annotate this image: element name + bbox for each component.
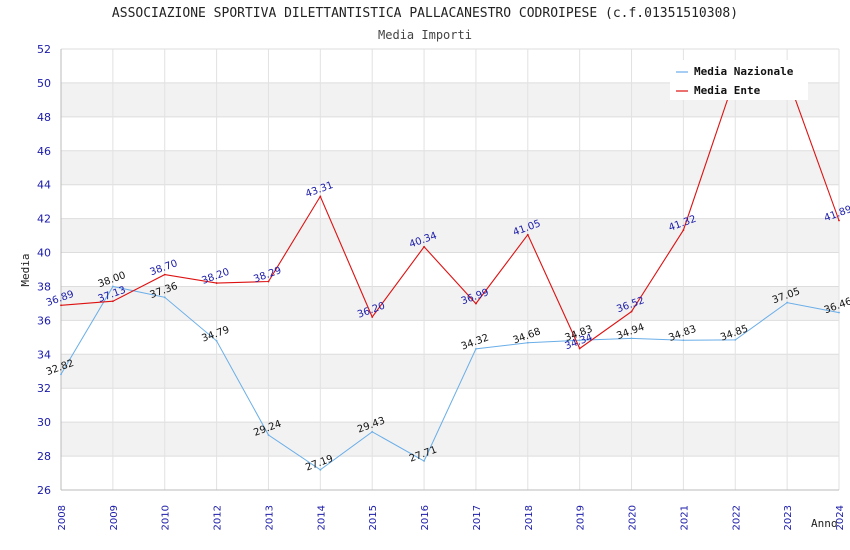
- x-tick-label: 2008: [57, 505, 68, 530]
- y-tick-label: 52: [37, 43, 51, 56]
- x-tick-label: 2017: [472, 505, 483, 530]
- y-tick-label: 44: [37, 179, 51, 192]
- x-tick-label: 2009: [109, 505, 120, 530]
- data-point-media-nazionale: [578, 339, 581, 342]
- legend-label-media-nazionale: Media Nazionale: [694, 65, 794, 78]
- y-axis-title: Media: [19, 253, 32, 286]
- data-point-media-nazionale: [267, 434, 270, 436]
- grid-band: [61, 218, 839, 253]
- data-point-media-nazionale: [526, 341, 529, 344]
- data-point-media-nazionale: [111, 285, 114, 288]
- grid-band: [61, 150, 839, 185]
- y-tick-label: 30: [37, 416, 51, 429]
- legend: Media Nazionale Media Ente: [670, 60, 808, 100]
- grid-band: [61, 354, 839, 389]
- x-tick-label: 2018: [524, 505, 535, 530]
- grid-band: [61, 422, 839, 457]
- data-point-media-ente: [526, 233, 529, 236]
- x-tick-label: 2012: [213, 505, 224, 530]
- y-tick-label: 48: [37, 111, 51, 124]
- y-tick-label: 26: [37, 484, 51, 497]
- plot-background: [61, 49, 839, 490]
- y-tick-label: 36: [37, 314, 51, 327]
- tick-labels: 26 28 30 32 34 36 38 40 42 44 46 48 50 52 2008 2009 2010…: [37, 43, 846, 530]
- chart-subtitle: Media Importi: [378, 28, 472, 42]
- data-point-media-ente: [111, 300, 114, 303]
- data-point-media-nazionale: [682, 339, 685, 342]
- y-tick-label: 28: [37, 450, 51, 463]
- x-tick-label: 2020: [628, 505, 639, 530]
- x-tick-label: 2010: [161, 505, 172, 530]
- data-point-media-nazionale: [838, 311, 840, 314]
- data-point-media-ente: [838, 219, 840, 222]
- x-tick-label: 2024: [835, 505, 846, 530]
- data-point-media-ente: [578, 347, 581, 350]
- y-tick-label: 40: [37, 247, 51, 260]
- x-tick-label: 2022: [731, 505, 742, 530]
- data-point-media-ente: [60, 304, 62, 307]
- data-point-media-nazionale: [319, 468, 322, 471]
- grid-band: [61, 286, 839, 321]
- x-tick-label: 2014: [316, 505, 327, 530]
- y-tick-label: 46: [37, 145, 51, 158]
- x-axis-title: Anno: [811, 517, 838, 530]
- legend-label-media-ente: Media Ente: [694, 84, 761, 97]
- data-point-media-nazionale: [215, 340, 218, 342]
- data-point-media-ente: [630, 310, 633, 313]
- y-tick-label: 42: [37, 213, 51, 226]
- x-tick-label: 2015: [368, 505, 379, 530]
- data-point-media-ente: [423, 245, 425, 248]
- x-tick-label: 2021: [679, 505, 690, 530]
- x-tick-label: 2016: [420, 505, 431, 530]
- series-line-media-ente: [60, 75, 840, 350]
- x-tick-label: 2019: [576, 505, 587, 530]
- axes: [60, 49, 839, 491]
- data-point-media-nazionale: [163, 296, 166, 299]
- x-tick-label: 2013: [264, 505, 275, 530]
- legend-box: [670, 60, 808, 100]
- data-point-media-ente: [163, 273, 166, 276]
- data-point-media-nazionale: [786, 301, 789, 304]
- x-tick-label: 2023: [783, 505, 794, 530]
- chart-title: ASSOCIAZIONE SPORTIVA DILETTANTISTICA PA…: [111, 6, 739, 21]
- data-point-media-ente: [319, 195, 322, 198]
- data-point-media-ente: [215, 282, 218, 284]
- y-tick-label: 32: [37, 382, 51, 395]
- data-point-media-nazionale: [475, 347, 477, 350]
- y-tick-label: 50: [37, 77, 51, 90]
- data-point-media-nazionale: [423, 460, 425, 462]
- series-line-media-nazionale: [60, 285, 840, 471]
- data-point-media-nazionale: [734, 338, 737, 341]
- data-point-media-nazionale: [371, 430, 374, 433]
- plot-area: [61, 49, 839, 490]
- data-point-media-nazionale: [630, 337, 633, 340]
- data-point-media-ente: [475, 302, 477, 305]
- data-point-media-ente: [371, 316, 374, 318]
- y-tick-label: 34: [37, 348, 51, 361]
- data-point-media-ente: [267, 280, 270, 283]
- y-tick-label: 38: [37, 280, 51, 293]
- data-point-media-nazionale: [60, 373, 62, 376]
- data-point-media-ente: [682, 229, 685, 232]
